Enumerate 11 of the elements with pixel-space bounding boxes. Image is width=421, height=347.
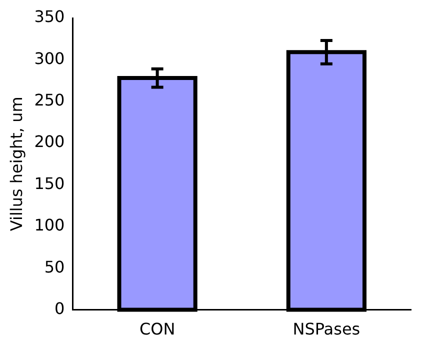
x-tick-label: CON	[139, 320, 176, 339]
y-axis-title: Villus height, um	[6, 96, 26, 232]
y-tick-label: 350	[34, 7, 65, 26]
y-tick-label: 250	[34, 90, 65, 110]
y-tick-label: 100	[34, 216, 65, 235]
y-tick-label: 300	[34, 48, 65, 68]
y-tick-label: 150	[34, 174, 65, 193]
x-tick-label: NSPases	[292, 320, 360, 339]
y-tick-label: 50	[44, 257, 65, 276]
y-tick-label: 200	[34, 132, 65, 152]
y-tick-label: 0	[54, 298, 65, 318]
